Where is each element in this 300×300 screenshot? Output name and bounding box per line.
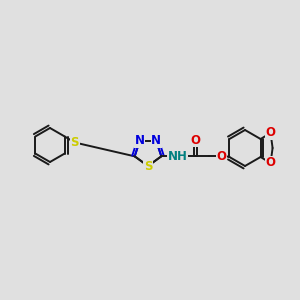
Text: O: O <box>216 150 226 163</box>
Text: N: N <box>151 134 161 147</box>
Text: O: O <box>266 127 276 140</box>
Text: S: S <box>70 136 79 149</box>
Text: S: S <box>144 160 152 172</box>
Text: N: N <box>135 134 145 147</box>
Text: O: O <box>190 134 200 147</box>
Text: NH: NH <box>167 150 187 163</box>
Text: O: O <box>266 157 276 169</box>
